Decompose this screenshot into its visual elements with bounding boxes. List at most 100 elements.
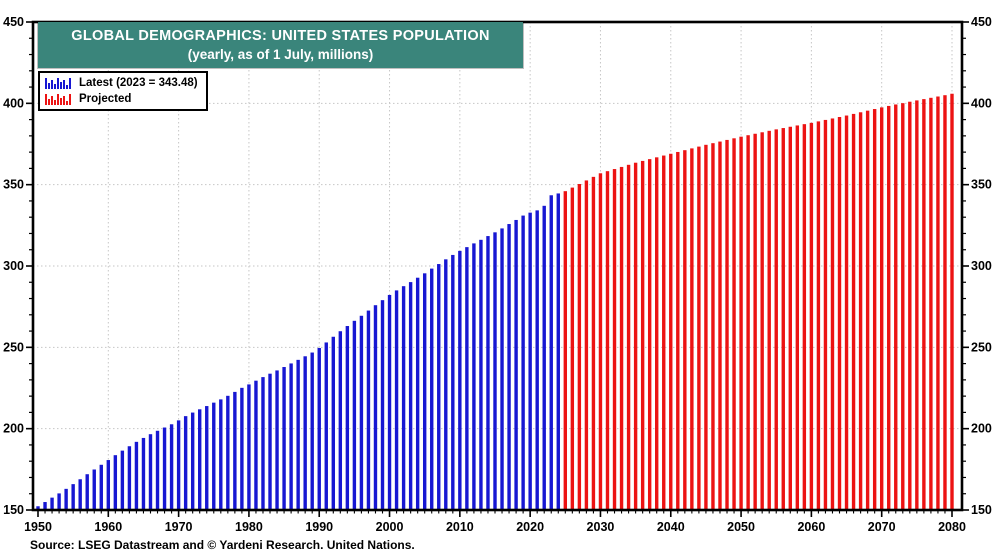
population-bar — [577, 184, 582, 511]
population-bar — [394, 290, 399, 510]
population-bar — [788, 126, 792, 511]
population-bar — [331, 336, 335, 510]
population-bar — [514, 219, 518, 510]
population-bar — [690, 148, 694, 510]
legend-icon-bar — [54, 83, 56, 89]
population-bar — [943, 95, 947, 510]
population-bar — [205, 406, 209, 510]
population-bar — [212, 402, 216, 510]
x-axis-tick-label: 1960 — [94, 520, 122, 534]
population-bar — [310, 352, 314, 510]
population-bar — [183, 416, 188, 510]
population-bar — [802, 124, 807, 510]
population-bar — [584, 180, 589, 511]
x-axis-tick-label: 2030 — [587, 520, 615, 534]
chart-title: GLOBAL DEMOGRAPHICS: UNITED STATES POPUL… — [71, 28, 490, 44]
population-bar — [605, 171, 610, 510]
population-bar — [64, 488, 68, 510]
population-bar — [486, 236, 490, 510]
population-bar — [408, 282, 413, 510]
population-bar — [626, 164, 631, 510]
population-bar — [908, 101, 912, 510]
population-bar — [247, 384, 251, 510]
population-bar — [71, 484, 75, 510]
chart-legend: Latest (2023 = 343.48) Projected — [38, 71, 208, 111]
y-axis-tick-label: 250 — [3, 340, 24, 354]
population-bar — [415, 277, 420, 510]
population-bar — [57, 493, 61, 510]
population-bar — [465, 247, 469, 510]
population-bar — [894, 104, 898, 511]
population-bar — [936, 96, 940, 510]
population-bar — [359, 315, 364, 510]
population-bar — [493, 232, 497, 510]
legend-item-latest: Latest (2023 = 343.48) — [44, 75, 198, 91]
population-bar — [774, 129, 778, 511]
population-bar — [106, 460, 111, 510]
x-axis-tick-label: 2070 — [868, 520, 896, 534]
x-axis-tick-label: 2010 — [446, 520, 474, 534]
legend-item-projected: Projected — [44, 91, 198, 107]
population-bar — [472, 243, 476, 510]
population-bar — [373, 305, 378, 510]
population-bar — [198, 409, 202, 510]
population-bar — [120, 450, 125, 510]
population-bar — [683, 150, 687, 510]
population-bar — [556, 193, 560, 510]
population-bar — [78, 479, 82, 510]
population-bar — [844, 115, 849, 511]
population-bar — [612, 169, 617, 510]
x-axis-tick-label: 2040 — [657, 520, 685, 534]
population-bar — [816, 121, 821, 510]
population-bar — [169, 424, 174, 510]
population-bar — [296, 359, 300, 510]
population-bar — [563, 191, 568, 510]
population-bar — [781, 128, 785, 511]
legend-icon-bar — [63, 79, 65, 89]
population-bar — [598, 173, 603, 510]
population-bar — [669, 153, 673, 510]
population-bar — [704, 144, 708, 510]
legend-icon-bar — [57, 77, 59, 89]
population-bar — [282, 367, 286, 510]
y-axis-tick-label: 350 — [971, 178, 992, 192]
population-bar — [289, 363, 293, 510]
legend-icon-bar — [45, 77, 47, 89]
legend-icon-bar — [48, 82, 50, 89]
population-bar — [380, 300, 385, 510]
population-bar — [746, 135, 750, 510]
population-bar — [451, 254, 455, 510]
population-bar — [901, 103, 905, 511]
y-axis-tick-label: 300 — [971, 259, 992, 273]
population-bar — [697, 146, 701, 510]
population-bar — [261, 377, 265, 510]
x-axis-tick-label: 1950 — [24, 520, 52, 534]
population-bar — [155, 430, 160, 510]
population-bar — [268, 373, 272, 510]
legend-icon-bar — [60, 81, 62, 89]
population-bar — [352, 320, 357, 510]
population-bar — [711, 143, 715, 511]
population-bar — [345, 326, 350, 510]
population-bar — [858, 112, 863, 510]
y-axis-tick-label: 250 — [971, 340, 992, 354]
population-bar — [338, 331, 343, 510]
population-bar — [36, 506, 40, 510]
x-axis-tick-label: 2050 — [727, 520, 755, 534]
legend-icon-bar — [69, 93, 71, 105]
population-bar — [240, 387, 244, 510]
population-bar — [190, 412, 195, 510]
population-bar — [479, 239, 483, 510]
source-attribution: Source: LSEG Datastream and © Yardeni Re… — [30, 538, 415, 552]
population-bar — [535, 210, 539, 511]
population-bar — [549, 195, 553, 511]
y-axis-tick-label: 400 — [3, 96, 24, 110]
population-bar — [507, 224, 511, 511]
legend-icon-bar — [48, 98, 50, 105]
population-bar — [753, 133, 757, 510]
population-bar — [915, 100, 919, 510]
legend-icon-bar — [57, 93, 59, 105]
population-bar — [922, 99, 926, 510]
population-bar — [134, 441, 139, 510]
